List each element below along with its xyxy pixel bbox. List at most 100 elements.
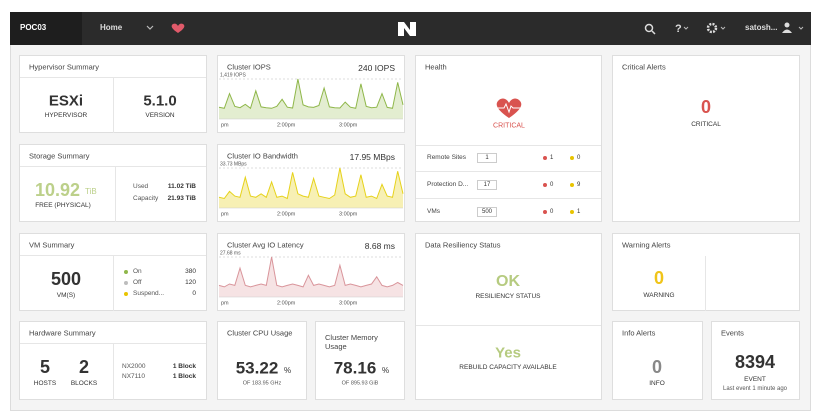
vm-state-value: 0 <box>192 289 196 297</box>
health-row-count: 17 <box>483 182 491 188</box>
memory-unit: % <box>382 366 390 375</box>
widget-title: Cluster CPU Usage <box>227 328 293 338</box>
widget-panel <box>612 55 800 222</box>
widget-panel <box>415 233 602 400</box>
separator <box>115 167 116 222</box>
memory-value: 78.16 <box>333 358 377 378</box>
cluster-menu[interactable] <box>10 12 82 45</box>
storage-free: 10.92 <box>35 180 81 200</box>
cpu-total: OF 183.95 GHz <box>242 380 282 387</box>
y-tick-label: 1,419 IOPS <box>220 72 246 78</box>
storage-free-unit: TiB <box>85 187 97 196</box>
widget-title: Data Resiliency Status <box>425 240 501 250</box>
separator <box>416 325 601 326</box>
separator <box>113 256 114 311</box>
chart-current-value: 8.68 ms <box>364 240 395 251</box>
separator <box>20 343 206 344</box>
vm-count: 500 <box>50 269 82 289</box>
host-count: 5 <box>39 357 51 377</box>
chart-current-value: 17.95 MBps <box>349 151 395 162</box>
user-icon[interactable] <box>784 22 790 28</box>
home-chevron[interactable] <box>146 25 154 30</box>
health-row-warning: 9 <box>577 182 581 188</box>
warning-label: WARNING <box>643 291 675 299</box>
search-icon[interactable] <box>644 23 654 33</box>
storage-capacity: 21.93 TiB <box>167 194 196 202</box>
storage-free-label: FREE (PHYSICAL) <box>35 201 91 209</box>
critical-label: CRITICAL <box>691 120 721 128</box>
logo <box>398 22 416 36</box>
widget-panel <box>711 321 800 400</box>
separator <box>20 166 206 167</box>
x-tick-label: 3:00pm <box>339 122 358 129</box>
hypervisor-label: HYPERVISOR <box>44 111 88 119</box>
health-row-count: 1 <box>485 155 489 161</box>
critical-count: 0 <box>700 97 712 117</box>
cluster-name[interactable]: POC03 <box>20 23 47 32</box>
widget-title: Storage Summary <box>29 151 90 161</box>
hypervisor-version: 5.1.0 <box>143 92 177 110</box>
cpu-unit: % <box>284 366 292 375</box>
status-dot <box>124 270 128 274</box>
widget-title: VM Summary <box>29 240 75 250</box>
event-count: 8394 <box>734 352 776 372</box>
vm-count-label: VM(S) <box>56 291 76 299</box>
separator <box>113 344 114 400</box>
x-tick-label: 2:00pm <box>277 122 296 129</box>
widget-title: Cluster IOPS <box>227 62 271 72</box>
block-count: 2 <box>78 357 90 377</box>
model-name: NX7110 <box>122 372 146 380</box>
count-box <box>477 207 497 217</box>
status-dot <box>543 210 547 214</box>
x-tick-label: 3:00pm <box>339 211 358 218</box>
status-dot <box>543 183 547 187</box>
separator <box>20 255 206 256</box>
y-tick-label: 27.68 ms <box>220 250 241 256</box>
resiliency-status: OK <box>496 273 520 290</box>
user-name[interactable]: satosh... <box>745 23 778 32</box>
settings-chevron <box>720 26 726 30</box>
help-icon[interactable]: ? <box>675 23 682 35</box>
health-row-warning: 0 <box>577 155 581 161</box>
health-icon[interactable] <box>171 23 185 33</box>
separator <box>416 145 601 146</box>
warning-count: 0 <box>653 268 665 288</box>
health-row-count: 500 <box>481 209 493 215</box>
vm-state-value: 380 <box>185 267 196 275</box>
widget-title: Cluster IO Bandwidth <box>227 151 298 161</box>
widget-title: Critical Alerts <box>622 62 666 72</box>
storage-used: 11.02 TiB <box>167 182 196 190</box>
health-row-name: Protection D... <box>427 180 469 188</box>
cpu-value: 53.22 <box>235 358 279 378</box>
widget-panel <box>415 55 602 222</box>
event-last: Last event 1 minute ago <box>722 386 788 392</box>
widget-title: Hardware Summary <box>29 328 96 338</box>
vm-state-name: On <box>133 267 142 275</box>
version-label: VERSION <box>145 111 175 119</box>
host-label: HOSTS <box>33 379 57 387</box>
separator <box>416 171 601 172</box>
user-chevron <box>798 26 804 30</box>
chart-current-value: 240 IOPS <box>358 62 395 73</box>
x-tick-label: 2:00pm <box>277 211 296 218</box>
x-tick-label: 2:00pm <box>277 300 296 307</box>
user-icon-body <box>782 29 792 33</box>
widget-panel <box>19 144 207 222</box>
help-chevron <box>683 26 689 30</box>
vm-state-value: 120 <box>185 278 196 286</box>
widget-panel <box>612 233 800 311</box>
settings-icon[interactable] <box>706 22 718 34</box>
separator <box>20 77 206 78</box>
widget-title: Info Alerts <box>622 328 656 338</box>
model-name: NX2000 <box>122 362 146 370</box>
status-dot <box>570 156 574 160</box>
storage-capacity-label: Capacity <box>133 194 159 202</box>
home-menu[interactable]: Home <box>100 23 123 32</box>
info-label: INFO <box>649 379 665 387</box>
hypervisor-type: ESXi <box>48 92 84 110</box>
widget-title: Hypervisor Summary <box>29 62 100 72</box>
resiliency-status-label: RESILIENCY STATUS <box>475 292 541 300</box>
info-count: 0 <box>651 357 663 377</box>
vm-state-name: Suspend... <box>133 289 165 297</box>
widget-title: Cluster Avg IO Latency <box>227 240 304 250</box>
